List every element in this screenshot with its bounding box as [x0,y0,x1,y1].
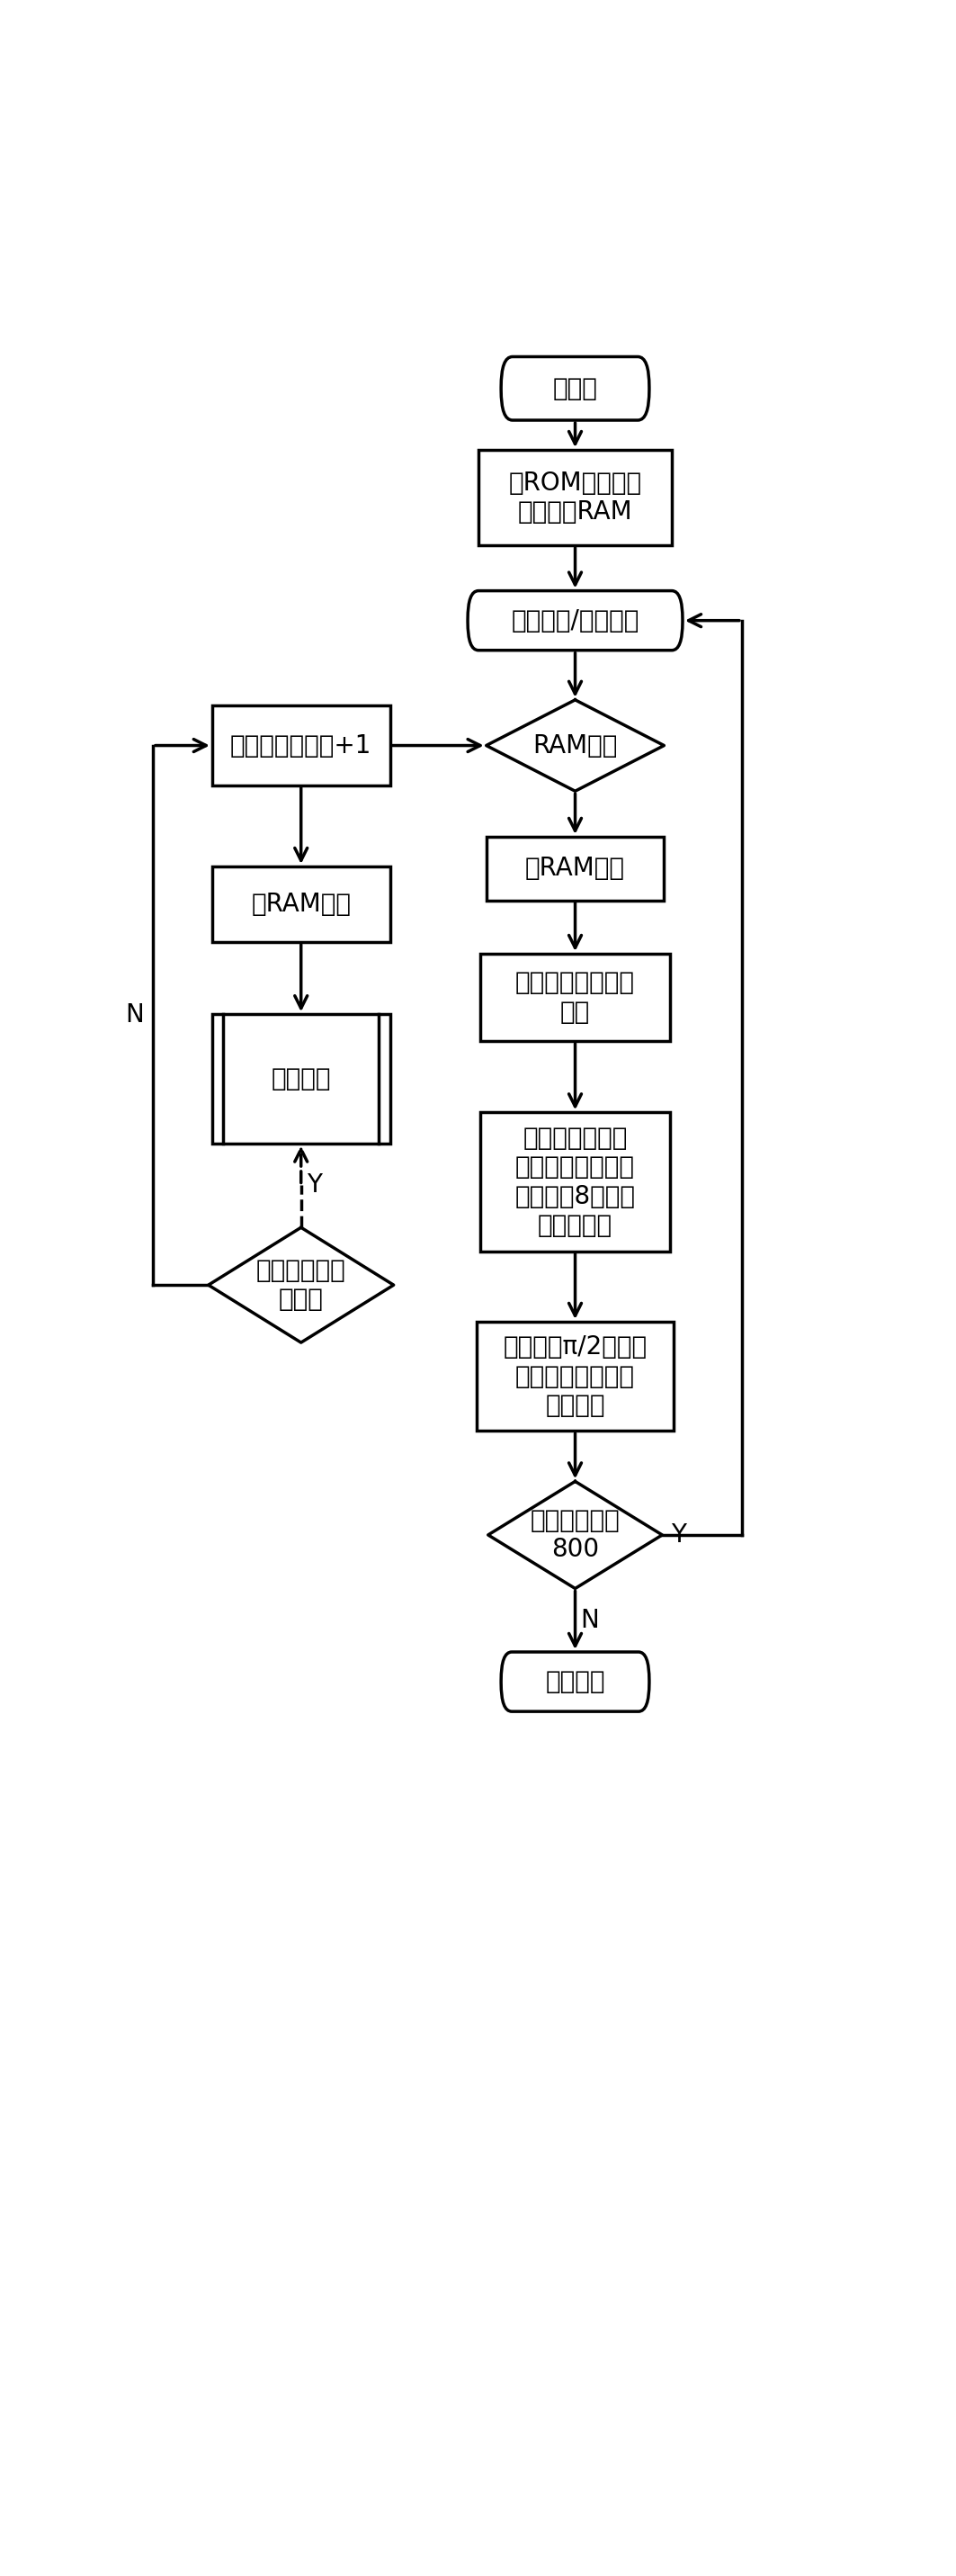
Text: Y: Y [671,1522,686,1548]
Text: 光谱值与π/2相位处
作比较，进行光谱
参数调节: 光谱值与π/2相位处 作比较，进行光谱 参数调节 [503,1334,647,1417]
Text: 读RAM参数: 读RAM参数 [525,855,625,881]
Polygon shape [487,701,664,791]
FancyBboxPatch shape [477,1321,673,1430]
FancyBboxPatch shape [467,590,683,649]
Polygon shape [489,1481,663,1589]
Text: 干涉仪温控是
否锁定: 干涉仪温控是 否锁定 [256,1257,346,1311]
FancyBboxPatch shape [487,837,664,899]
Text: RAM参数: RAM参数 [532,734,618,757]
Text: 完成校准: 完成校准 [545,1669,605,1695]
FancyBboxPatch shape [212,706,390,786]
Text: 参数索引小于
800: 参数索引小于 800 [531,1507,620,1561]
FancyBboxPatch shape [481,953,669,1041]
Text: 从ROM中读取参
数输出给RAM: 从ROM中读取参 数输出给RAM [509,471,641,526]
Polygon shape [208,1229,394,1342]
FancyBboxPatch shape [212,1015,390,1144]
FancyBboxPatch shape [501,355,649,420]
Text: 输出至激光器驱动
电路: 输出至激光器驱动 电路 [515,971,635,1025]
Text: 激光器参数索引+1: 激光器参数索引+1 [230,734,372,757]
FancyBboxPatch shape [501,1651,649,1710]
Text: Y: Y [307,1172,322,1198]
FancyBboxPatch shape [212,866,390,943]
Text: 修改参数: 修改参数 [272,1066,331,1092]
Text: 初始化: 初始化 [553,376,598,402]
Text: N: N [580,1607,599,1633]
Text: 开始校准/测量流程: 开始校准/测量流程 [511,608,640,634]
FancyBboxPatch shape [481,1113,669,1252]
Text: 写RAM参数: 写RAM参数 [251,891,351,917]
Text: N: N [125,1002,143,1028]
Text: 读取干涉仪光强
度，同一波长参数
连续采集8次光谱
强度值平滑: 读取干涉仪光强 度，同一波长参数 连续采集8次光谱 强度值平滑 [515,1126,636,1239]
FancyBboxPatch shape [479,451,671,546]
